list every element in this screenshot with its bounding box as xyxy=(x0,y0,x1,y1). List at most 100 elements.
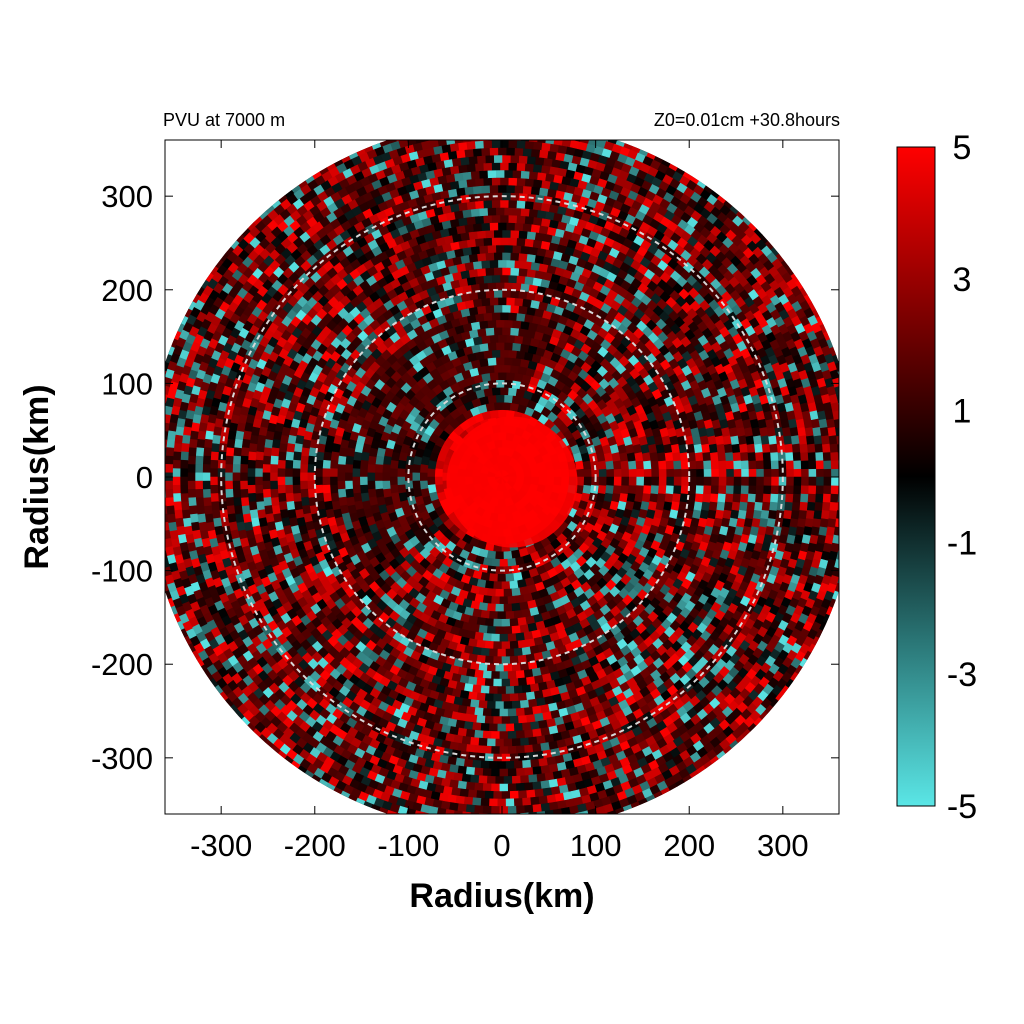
field-cell xyxy=(605,484,615,495)
field-cell xyxy=(801,476,810,486)
field-cell xyxy=(732,492,742,503)
field-cell xyxy=(509,678,520,687)
field-cell xyxy=(509,640,520,650)
field-cell xyxy=(597,484,607,495)
field-cell xyxy=(486,775,497,785)
field-cell xyxy=(507,745,518,755)
field-cell xyxy=(768,509,778,520)
field-cell xyxy=(476,230,486,239)
field-cell xyxy=(397,459,407,470)
field-cell xyxy=(495,551,505,560)
field-cell xyxy=(466,706,476,716)
field-cell xyxy=(718,484,727,495)
field-cell xyxy=(465,215,476,226)
field-cell xyxy=(524,215,534,225)
field-cell xyxy=(491,162,501,171)
field-cell xyxy=(457,164,468,174)
field-cell xyxy=(495,738,505,747)
field-cell xyxy=(247,476,256,486)
field-cell xyxy=(476,252,487,262)
field-cell xyxy=(507,557,518,567)
field-cell xyxy=(269,480,279,490)
field-cell xyxy=(723,501,734,511)
field-cell xyxy=(468,253,479,263)
field-cell xyxy=(505,259,515,269)
field-cell xyxy=(194,455,204,466)
field-cell xyxy=(657,492,667,503)
field-cell xyxy=(612,484,622,495)
field-cell xyxy=(225,447,235,457)
field-cell xyxy=(620,459,630,470)
field-cell xyxy=(285,443,296,454)
field-cell xyxy=(515,730,526,740)
field-cell xyxy=(359,484,369,495)
field-cell xyxy=(493,304,503,313)
field-cell xyxy=(709,451,719,462)
field-cell xyxy=(530,758,541,768)
field-cell xyxy=(202,455,212,466)
field-cell xyxy=(513,297,524,307)
field-cell xyxy=(472,759,482,769)
field-cell xyxy=(480,647,491,657)
field-cell xyxy=(515,274,526,284)
field-cell xyxy=(489,685,499,695)
field-cell xyxy=(276,476,286,486)
field-cell xyxy=(650,484,660,495)
field-cell xyxy=(643,459,652,470)
field-cell xyxy=(336,472,346,482)
field-cell xyxy=(396,468,406,478)
field-cell xyxy=(225,497,235,507)
field-cell xyxy=(188,438,198,449)
field-cell xyxy=(254,476,263,486)
field-cell xyxy=(299,455,309,466)
field-cell xyxy=(210,443,220,453)
field-cell xyxy=(233,438,243,449)
field-cell xyxy=(493,641,503,650)
field-cell xyxy=(643,484,652,495)
field-cell xyxy=(234,430,245,441)
field-cell xyxy=(499,177,509,186)
field-cell xyxy=(724,492,734,503)
field-cell xyxy=(465,766,476,776)
field-cell xyxy=(511,169,522,179)
field-cell xyxy=(673,468,683,478)
field-cell xyxy=(497,648,507,658)
field-cell xyxy=(329,468,338,478)
field-cell xyxy=(621,468,630,478)
field-cell xyxy=(703,459,712,470)
field-cell xyxy=(520,737,530,747)
field-cell xyxy=(486,356,497,366)
field-cell xyxy=(658,459,667,470)
field-cell xyxy=(359,476,368,486)
field-cell xyxy=(703,476,713,486)
field-cell xyxy=(746,443,756,453)
field-cell xyxy=(463,186,474,196)
field-cell xyxy=(518,715,528,724)
field-cell xyxy=(472,722,482,732)
field-cell xyxy=(763,476,772,486)
field-cell xyxy=(791,442,801,453)
field-cell xyxy=(211,509,221,520)
field-cell xyxy=(491,199,501,208)
field-cell xyxy=(491,214,501,223)
field-cell xyxy=(649,451,659,462)
field-cell xyxy=(486,738,497,747)
field-cell xyxy=(336,480,346,490)
field-cell xyxy=(478,775,488,785)
field-cell xyxy=(300,447,310,458)
field-cell xyxy=(194,488,204,499)
field-cell xyxy=(314,476,323,486)
field-cell xyxy=(493,289,503,298)
field-cell xyxy=(726,468,735,478)
field-cell xyxy=(793,468,802,478)
field-cell xyxy=(271,505,281,516)
field-cell xyxy=(613,476,623,486)
field-cell xyxy=(337,455,347,466)
field-cell xyxy=(636,468,645,478)
field-cell xyxy=(493,251,503,261)
field-cell xyxy=(770,493,779,503)
field-cell xyxy=(232,497,242,507)
field-cell xyxy=(754,442,764,453)
field-cell xyxy=(681,476,690,486)
field-cell xyxy=(426,476,436,486)
